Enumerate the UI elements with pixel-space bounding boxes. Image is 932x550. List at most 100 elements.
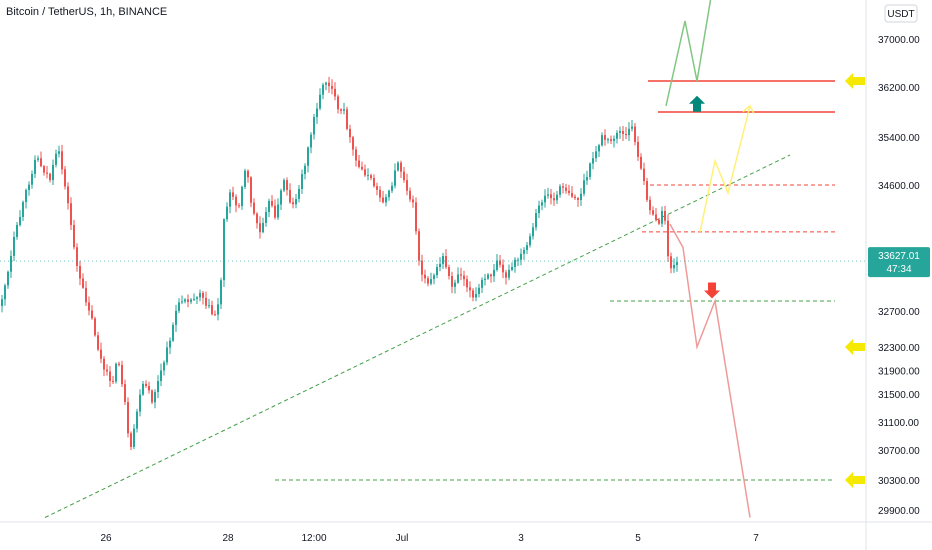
candle-body	[382, 197, 384, 203]
candle-body	[475, 293, 477, 298]
candle-body	[436, 267, 438, 276]
target-arrow-icon	[845, 73, 865, 89]
time-tick-label: 5	[635, 533, 641, 544]
candle-body	[604, 135, 606, 140]
candle-body	[181, 301, 183, 303]
candle-body	[370, 175, 372, 179]
currency-button-label[interactable]: USDT	[887, 9, 914, 20]
candle-body	[163, 362, 165, 371]
price-tick-label: 32700.00	[878, 307, 920, 318]
candle-body	[361, 166, 363, 170]
candle-body	[262, 222, 264, 233]
candle-body	[25, 190, 27, 203]
candle-body	[388, 190, 390, 198]
candle-body	[85, 287, 87, 303]
candle-body	[28, 184, 30, 191]
candle-body	[49, 173, 51, 181]
candle-body	[88, 302, 90, 311]
support-trendline	[44, 154, 791, 518]
candle-body	[505, 272, 507, 278]
candle-body	[364, 169, 366, 176]
candle-body	[517, 259, 519, 261]
candle-body	[355, 149, 357, 161]
candle-body	[235, 196, 237, 206]
price-tick-label: 31100.00	[878, 418, 919, 429]
candle-body	[253, 202, 255, 214]
candle-body	[646, 181, 648, 200]
candle-body	[670, 256, 672, 269]
candle-body	[385, 197, 387, 203]
candle-body	[418, 231, 420, 261]
candle-body	[190, 299, 192, 302]
candle-body	[469, 287, 471, 291]
price-tick-label: 31500.00	[878, 390, 920, 401]
candle-body	[601, 135, 603, 146]
candle-body	[154, 392, 156, 403]
candle-body	[547, 194, 549, 196]
candle-body	[451, 275, 453, 287]
candle-body	[268, 200, 270, 212]
candle-body	[460, 274, 462, 276]
candle-body	[421, 260, 423, 275]
candle-body	[607, 139, 609, 141]
candle-body	[415, 202, 417, 232]
symbol-name[interactable]: Bitcoin / TetherUS	[6, 6, 94, 18]
candle-body	[325, 82, 327, 85]
candle-body	[43, 166, 45, 173]
candle-body	[457, 274, 459, 283]
candle-body	[1, 299, 3, 306]
candle-body	[148, 385, 150, 391]
interval[interactable]: 1h	[99, 6, 113, 18]
candle-body	[658, 219, 660, 224]
candle-body	[442, 256, 444, 264]
last-price-value: 33627.01	[878, 251, 920, 262]
candle-body	[307, 147, 309, 166]
candle-body	[142, 383, 144, 395]
candle-body	[655, 214, 657, 220]
candle-body	[16, 224, 18, 237]
price-tick-label: 32300.00	[878, 343, 920, 354]
candle-body	[532, 227, 534, 237]
candle-body	[277, 204, 279, 218]
candle-body	[631, 126, 633, 129]
candle-body	[79, 265, 81, 279]
symbol-header[interactable]: Bitcoin / TetherUS, 1h, BINANCE	[6, 6, 167, 18]
candle-body	[553, 198, 555, 201]
candle-body	[427, 278, 429, 284]
candle-body	[367, 175, 369, 177]
candle-body	[673, 265, 675, 269]
candle-body	[454, 282, 456, 287]
time-axis[interactable]: 26 28 12:00 Jul 3 5 7	[100, 533, 759, 544]
candle-body	[430, 279, 432, 284]
candle-body	[109, 371, 111, 381]
down-arrow-icon	[704, 282, 720, 299]
candle-body	[31, 173, 33, 185]
currency-button[interactable]: USDT	[884, 4, 918, 23]
currency-button-frame[interactable]	[884, 4, 918, 23]
price-tick-label: 30300.00	[878, 476, 920, 487]
candle-body	[241, 186, 243, 206]
candle-body	[214, 314, 216, 316]
plot-area	[0, 0, 866, 518]
candle-body	[466, 279, 468, 288]
candle-body	[40, 158, 42, 167]
candle-body	[445, 256, 447, 268]
candle-body	[283, 180, 285, 191]
price-tick-label: 29900.00	[878, 506, 920, 517]
candle-body	[322, 84, 324, 95]
candle-body	[46, 172, 48, 174]
candle-body	[661, 211, 663, 224]
candle-body	[4, 285, 6, 300]
candle-body	[229, 192, 231, 207]
up-arrow-icon	[689, 95, 705, 112]
candle-body	[184, 299, 186, 302]
candle-body	[175, 310, 177, 325]
candle-body	[10, 255, 12, 272]
candle-body	[169, 340, 171, 348]
candle-body	[583, 180, 585, 194]
candle-body	[139, 394, 141, 412]
candle-body	[586, 177, 588, 181]
price-tick-label: 37000.00	[878, 35, 920, 46]
candle-body	[223, 219, 225, 281]
